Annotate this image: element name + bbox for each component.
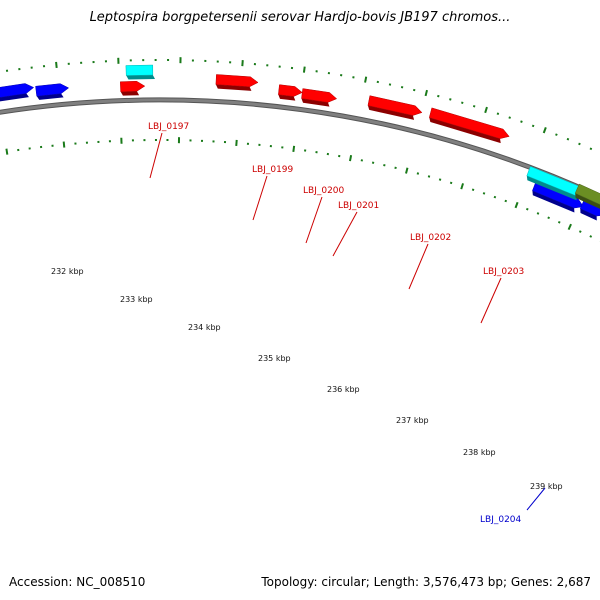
genome-summary-text: Topology: circular; Length: 3,576,473 bp…	[261, 575, 591, 589]
minor-tick	[461, 101, 464, 104]
gene-feature	[301, 88, 338, 103]
accession-text: Accession: NC_008510	[9, 575, 146, 589]
major-tick	[348, 155, 353, 162]
gene-label-lbj-0201: LBJ_0201	[338, 201, 379, 211]
minor-tick	[547, 216, 550, 220]
gene-feature	[428, 107, 510, 139]
minor-tick	[438, 178, 442, 181]
gene-feature	[35, 83, 70, 97]
gene-feature-side	[301, 98, 330, 107]
minor-tick	[566, 137, 570, 141]
minor-tick	[449, 181, 453, 185]
major-tick	[55, 61, 58, 69]
minor-tick	[482, 192, 486, 195]
minor-tick	[471, 188, 475, 192]
minor-tick	[526, 207, 529, 211]
minor-tick	[520, 120, 523, 123]
gene-leader-line	[332, 211, 358, 257]
gene-feature-side	[278, 94, 296, 101]
minor-tick	[578, 142, 581, 146]
gene-feature-side	[429, 117, 501, 144]
gene-feature-side	[532, 190, 575, 213]
gene-label-lbj-0204: LBJ_0204	[480, 515, 522, 525]
major-tick	[302, 66, 306, 73]
backbone-shadow	[0, 97, 600, 200]
gene-feature-side	[367, 105, 415, 120]
minor-tick	[589, 235, 593, 238]
major-tick	[424, 89, 428, 97]
gene-feature-side	[0, 93, 29, 102]
chromosome-backbone	[0, 97, 600, 200]
minor-tick	[493, 195, 497, 199]
gene-features	[0, 64, 600, 221]
gene-leader-line	[480, 277, 502, 324]
scale-label: 235 kbp	[258, 354, 291, 363]
gene-leader-line	[526, 487, 546, 511]
minor-tick	[427, 175, 431, 178]
map-title: Leptospira borgpetersenii serovar Hardjo…	[89, 10, 511, 25]
major-tick	[542, 127, 547, 134]
gene-leader-line	[305, 196, 323, 244]
gene-feature-side	[580, 208, 597, 221]
minor-tick	[472, 105, 476, 108]
backbone-line	[0, 98, 600, 199]
gene-label-lbj-0203: LBJ_0203	[483, 267, 524, 277]
gene-feature	[278, 84, 303, 97]
minor-tick	[578, 230, 582, 233]
scale-label: 236 kbp	[327, 385, 360, 394]
gene-label-lbj-0199: LBJ_0199	[252, 165, 294, 175]
gene-feature	[125, 64, 154, 76]
minor-tick	[496, 112, 500, 115]
minor-tick	[416, 172, 420, 175]
gene-feature	[215, 74, 259, 88]
minor-tick	[504, 199, 508, 203]
scale-label: 239 kbp	[530, 482, 563, 491]
major-tick	[567, 223, 572, 231]
major-tick	[62, 141, 66, 148]
gene-feature	[0, 83, 35, 98]
major-tick	[292, 145, 296, 152]
minor-tick	[449, 98, 452, 101]
gene-feature	[120, 81, 146, 92]
major-tick	[514, 201, 519, 209]
gene-label-lbj-0202: LBJ_0202	[410, 233, 451, 243]
scale-labels: 232 kbp 233 kbp 234 kbp 235 kbp 236 kbp 237 k…	[51, 267, 563, 491]
major-tick	[484, 106, 488, 114]
gene-feature-side	[215, 84, 252, 91]
scale-label: 238 kbp	[463, 448, 496, 457]
minor-tick	[557, 220, 561, 224]
minor-tick	[589, 147, 593, 151]
inner-tick-ring	[5, 137, 600, 242]
gene-label-lbj-0197: LBJ_0197	[148, 122, 189, 132]
gene-feature	[574, 183, 600, 205]
scale-label: 233 kbp	[120, 295, 153, 304]
gene-feature-side	[36, 93, 64, 100]
scale-label: 234 kbp	[188, 323, 221, 332]
gene-feature-side	[120, 91, 140, 96]
major-tick	[405, 167, 409, 174]
gene-label-lbj-0200: LBJ_0200	[303, 186, 345, 196]
label-leader-lines	[149, 132, 546, 511]
minor-tick	[508, 116, 511, 119]
outer-tick-ring	[5, 57, 593, 151]
gene-feature	[367, 95, 423, 116]
minor-tick	[437, 94, 440, 98]
gene-feature-side	[575, 193, 600, 209]
scale-label: 232 kbp	[51, 267, 84, 276]
minor-tick	[531, 124, 535, 128]
minor-tick	[555, 133, 558, 136]
major-tick	[364, 76, 368, 83]
gene-feature-side	[526, 175, 577, 201]
major-tick	[460, 183, 464, 190]
gene-leader-line	[252, 175, 268, 221]
scale-label: 237 kbp	[396, 416, 429, 425]
gene-labels: LBJ_0197 LBJ_0199 LBJ_0200 LBJ_0201 LBJ_0202…	[148, 122, 524, 525]
gene-leader-line	[408, 243, 429, 290]
gene-feature-side	[126, 75, 156, 80]
major-tick	[5, 148, 9, 155]
gene-leader-line	[149, 132, 163, 179]
minor-tick	[536, 212, 540, 215]
